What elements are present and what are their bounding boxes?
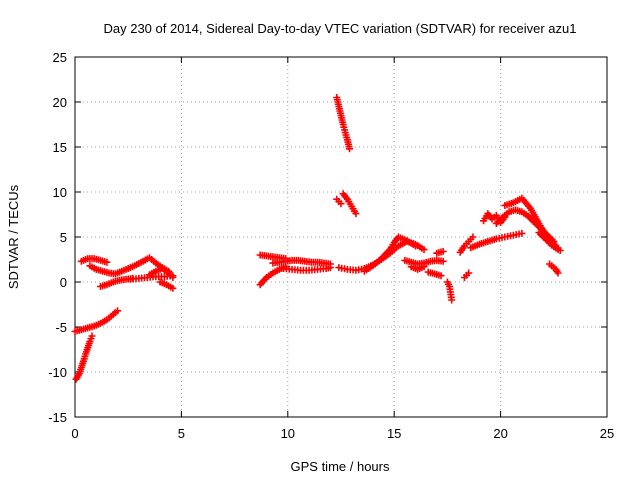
data-point [439, 247, 447, 255]
data-point [337, 200, 345, 208]
data-points [71, 94, 564, 383]
data-point [420, 246, 428, 254]
data-point [346, 145, 354, 153]
y-tick-label: 10 [53, 185, 67, 200]
data-point [352, 210, 360, 218]
x-tick-label: 15 [387, 426, 401, 441]
data-point [448, 296, 456, 304]
x-tick-label: 20 [493, 426, 507, 441]
y-tick-label: 25 [53, 50, 67, 65]
y-tick-label: 20 [53, 95, 67, 110]
y-axis-label: SDTVAR / TECUs [6, 184, 21, 289]
data-point [326, 264, 334, 272]
x-tick-label: 10 [281, 426, 295, 441]
data-point [411, 242, 419, 250]
data-point [437, 272, 445, 280]
data-point [554, 246, 562, 254]
y-tick-label: 15 [53, 140, 67, 155]
x-tick-label: 5 [178, 426, 185, 441]
data-point [88, 332, 96, 340]
data-point [169, 274, 177, 281]
data-point [518, 229, 526, 237]
y-tick-label: -10 [48, 365, 67, 380]
data-point [114, 307, 122, 315]
y-tick-label: 5 [60, 230, 67, 245]
axis-ticks: 0 5 10 15 20 25 -15 -10 -5 0 5 10 15 20 25 [48, 50, 614, 441]
data-point [465, 269, 473, 277]
chart-title: Day 230 of 2014, Sidereal Day-to-day VTE… [103, 21, 576, 36]
data-point [420, 263, 428, 271]
y-tick-label: -15 [48, 410, 67, 425]
x-tick-label: 25 [600, 426, 614, 441]
y-tick-label: 0 [60, 275, 67, 290]
x-tick-label: 0 [71, 426, 78, 441]
y-tick-label: -5 [55, 320, 67, 335]
x-axis-label: GPS time / hours [291, 459, 390, 474]
data-point [554, 269, 562, 277]
data-point [439, 257, 447, 265]
data-point [103, 258, 111, 266]
data-point [169, 284, 177, 292]
data-point [469, 233, 477, 241]
